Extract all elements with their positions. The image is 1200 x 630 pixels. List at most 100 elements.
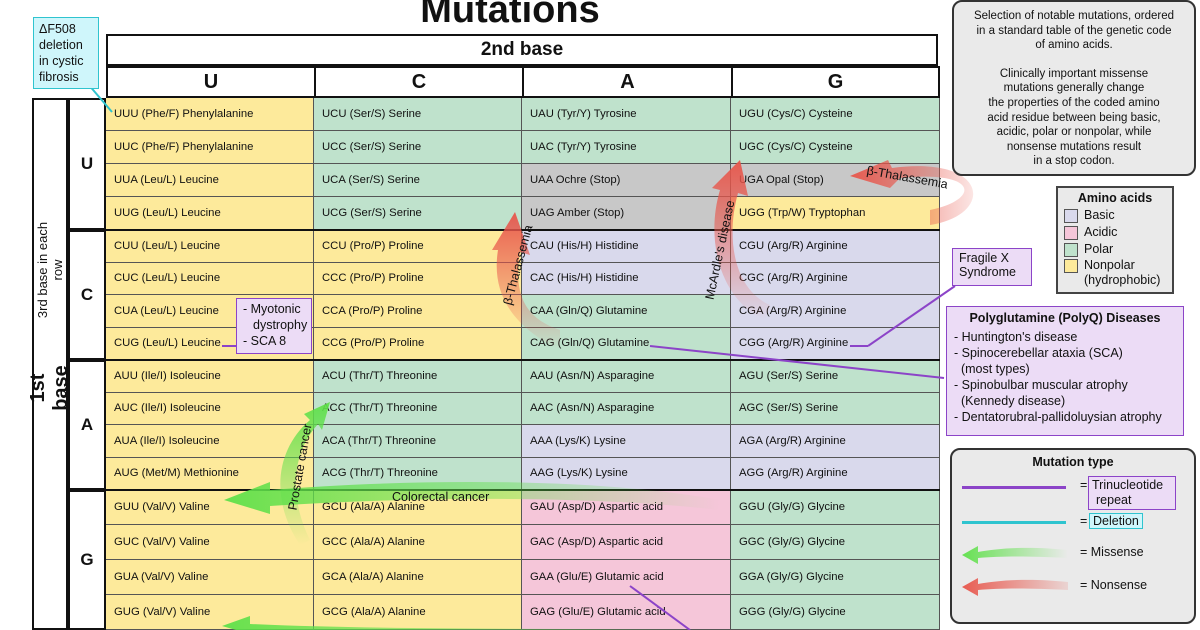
deletion-note: ΔF508 deletion in cystic fibrosis — [33, 17, 99, 89]
mutation-legend-title: Mutation type — [1032, 455, 1114, 469]
legend-item: Basic — [1064, 207, 1166, 224]
codon-cell: GCC (Ala/A) Alanine — [314, 525, 522, 560]
fragilex-connector — [867, 285, 956, 347]
codon-cell: GCA (Ala/A) Alanine — [314, 560, 522, 595]
codon-cell: AUC (Ile/I) Isoleucine — [106, 392, 314, 425]
info-line: of amino acids. — [1035, 39, 1113, 52]
codon-cell: AAA (Lys/K) Lysine — [522, 425, 731, 458]
page-title: Mutations — [420, 0, 600, 31]
codon-cell: CUC (Leu/L) Leucine — [106, 262, 314, 295]
codon-cell: ACA (Thr/T) Threonine — [314, 425, 522, 458]
codon-cell: AGA (Arg/R) Arginine — [731, 425, 940, 458]
polyq-title: Polyglutamine (PolyQ) Diseases — [969, 311, 1161, 325]
codon-cell: UUU (Phe/F) Phenylalanine — [106, 98, 314, 131]
codon-cell: GUC (Val/V) Valine — [106, 525, 314, 560]
nonsense-arrow-beta-thalassemia-1 — [492, 212, 560, 350]
eq-sign: = — [1080, 514, 1088, 528]
codon-cell: AUU (Ile/I) Isoleucine — [106, 360, 314, 393]
codon-cell: CAC (His/H) Histidine — [522, 262, 731, 295]
missense-legend-arrow — [962, 546, 1068, 564]
gaa-connector — [629, 585, 691, 630]
polyq-connector — [649, 345, 945, 379]
codon-cell: CAU (His/H) Histidine — [522, 230, 731, 263]
info-line: nonsense mutations result — [1006, 140, 1142, 153]
codon-cell: UAA Ochre (Stop) — [522, 164, 731, 197]
note-line: - SCA 8 — [243, 334, 287, 348]
amino-acid-legend: Amino acids Basic Acidic Polar Nonpolar … — [1056, 186, 1174, 294]
codon-cell: AGG (Arg/R) Arginine — [731, 457, 940, 490]
legend-item: Nonpolar — [1064, 258, 1166, 273]
codon-cell: ACU (Thr/T) Threonine — [314, 360, 522, 393]
note-line: dystrophy — [253, 318, 308, 332]
codon-cell: UCA (Ser/S) Serine — [314, 164, 522, 197]
block-divider — [106, 229, 940, 231]
legend-label: Acidic — [1084, 225, 1118, 239]
codon-cell: AGC (Ser/S) Serine — [731, 392, 940, 425]
codon-cell: UUG (Leu/L) Leucine — [106, 197, 314, 230]
row-header-a: A — [68, 360, 106, 490]
row-header-c: C — [68, 230, 106, 360]
note-line: - Myotonic — [243, 302, 301, 316]
polyq-item: - Spinobulbar muscular atrophy — [954, 378, 1128, 392]
codon-cell: AAU (Asn/N) Asparagine — [522, 360, 731, 393]
codon-cell: AAC (Asn/N) Asparagine — [522, 392, 731, 425]
codon-cell: GGG (Gly/G) Glycine — [731, 595, 940, 630]
codon-cell: AUG (Met/M) Methionine — [106, 457, 314, 490]
legend-text: Trinucleotide — [1092, 478, 1164, 492]
polyq-item: (most types) — [954, 362, 1030, 376]
codon-cell: UUC (Phe/F) Phenylalanine — [106, 131, 314, 164]
legend-text: repeat — [1096, 493, 1132, 507]
codon-table: UUU (Phe/F) Phenylalanine UCU (Ser/S) Ser… — [106, 98, 940, 630]
info-text: Selection of notable mutations, ordered i… — [962, 9, 1186, 169]
label-colorectal: Colorectal cancer — [392, 490, 490, 504]
codon-cell: UUA (Leu/L) Leucine — [106, 164, 314, 197]
codon-cell: CGU (Arg/R) Arginine — [731, 230, 940, 263]
codon-cell: UGG (Trp/W) Tryptophan — [731, 197, 940, 230]
nonsense-legend-label: = Nonsense — [1080, 578, 1148, 592]
missense-arrow-prostate — [280, 402, 330, 545]
trinucleotide-line — [962, 486, 1066, 489]
codon-cell: UCC (Ser/S) Serine — [314, 131, 522, 164]
codon-cell: ACC (Thr/T) Threonine — [314, 392, 522, 425]
codon-cell: CCG (Pro/P) Proline — [314, 327, 522, 360]
note-line: Fragile X — [959, 251, 1010, 265]
codon-cell: GUA (Val/V) Valine — [106, 560, 314, 595]
info-line: in a stop codon. — [1033, 155, 1115, 168]
block-divider — [106, 359, 940, 361]
codon-cell: UAU (Tyr/Y) Tyrosine — [522, 98, 731, 131]
deletion-legend-box: Deletion — [1089, 513, 1143, 529]
info-line: in a standard table of the genetic code — [976, 24, 1172, 37]
codon-cell: GAC (Asp/D) Aspartic acid — [522, 525, 731, 560]
deletion-line — [962, 521, 1066, 524]
info-line: acid residue between being basic, — [987, 111, 1161, 124]
info-line: the properties of the coded amino — [988, 96, 1160, 109]
missense-legend-label: = Missense — [1080, 545, 1144, 559]
codon-cell: UAC (Tyr/Y) Tyrosine — [522, 131, 731, 164]
row-header-u: U — [68, 98, 106, 230]
polyq-item: - Spinocerebellar ataxia (SCA) — [954, 346, 1123, 360]
trinucleotide-legend-box: Trinucleotide repeat — [1088, 476, 1176, 510]
info-box: Selection of notable mutations, ordered i… — [952, 0, 1196, 176]
legend-label: Polar — [1084, 242, 1114, 256]
swatch-basic — [1064, 208, 1078, 223]
legend-label: Basic — [1084, 208, 1115, 222]
codon-cell: GCG (Ala/A) Alanine — [314, 595, 522, 630]
codon-cell: CUU (Leu/L) Leucine — [106, 230, 314, 263]
fragile-x-note: Fragile X Syndrome — [952, 248, 1032, 286]
legend-item: Acidic — [1064, 224, 1166, 241]
legend-label: Nonpolar — [1084, 258, 1135, 272]
codon-cell: AUA (Ile/I) Isoleucine — [106, 425, 314, 458]
codon-cell: CGC (Arg/R) Arginine — [731, 262, 940, 295]
swatch-acidic — [1064, 225, 1078, 240]
info-line: Selection of notable mutations, ordered — [973, 10, 1175, 22]
missense-arrow-bottom — [222, 616, 720, 630]
codon-cell: CCA (Pro/P) Proline — [314, 295, 522, 328]
codon-cell: UGC (Cys/C) Cysteine — [731, 131, 940, 164]
legend-item: Polar — [1064, 241, 1166, 258]
second-base-header: 2nd base — [106, 34, 938, 66]
eq-sign: = — [1080, 478, 1088, 492]
first-base-box — [32, 98, 68, 630]
nonsense-arrow-mcardle — [712, 160, 770, 320]
myotonic-note: - Myotonic dystrophy - SCA 8 — [236, 298, 312, 354]
